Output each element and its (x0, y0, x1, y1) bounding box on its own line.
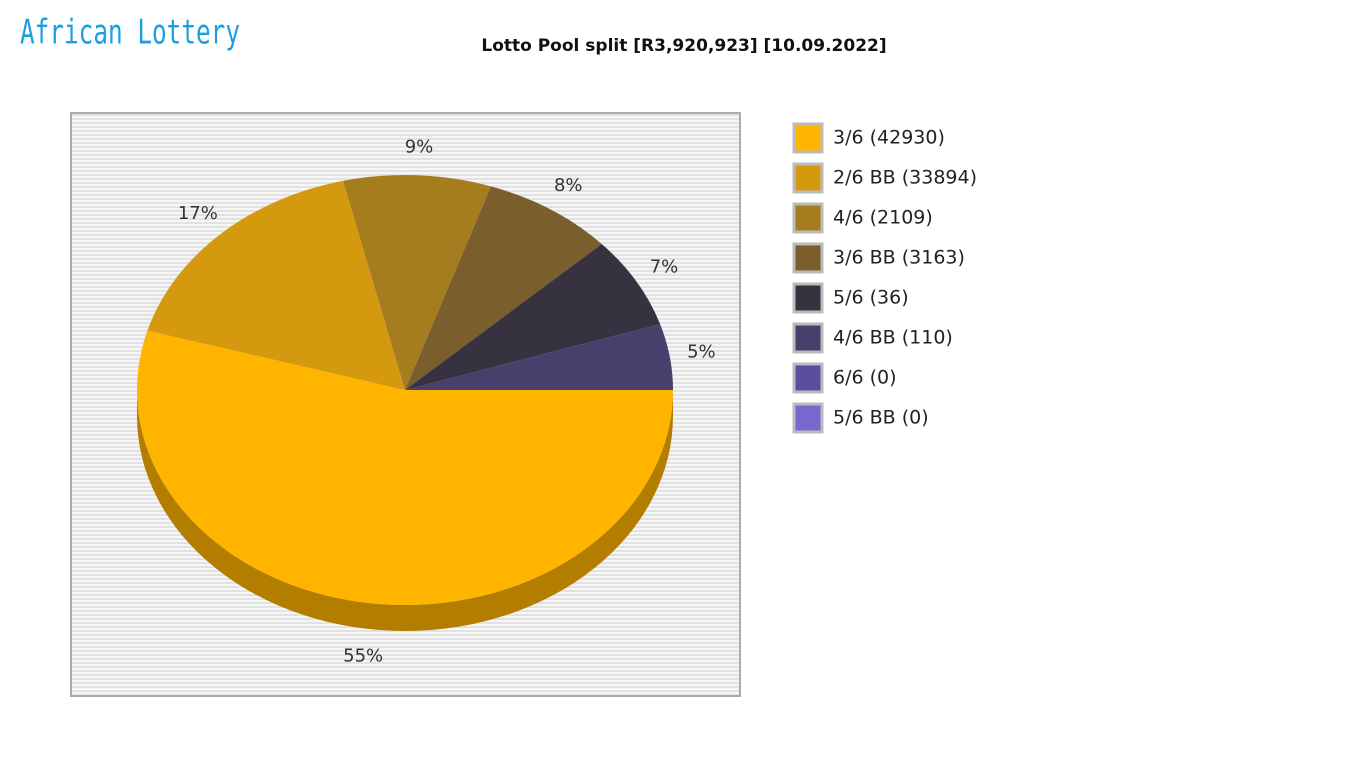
legend-label: 6/6 (0) (833, 367, 897, 389)
slice-label: 55% (343, 646, 383, 667)
legend-label: 4/6 BB (110) (833, 327, 953, 349)
legend-label: 3/6 BB (3163) (833, 247, 965, 269)
slice-label: 5% (687, 341, 716, 362)
slice (147, 180, 405, 390)
slice-label: 9% (405, 136, 434, 157)
legend-swatch (792, 362, 824, 394)
legend-swatch (792, 322, 824, 354)
legend-label: 5/6 (36) (833, 287, 909, 309)
slice-label: 8% (554, 175, 583, 196)
legend-label: 5/6 BB (0) (833, 407, 929, 429)
legend-swatch (792, 282, 824, 314)
legend-swatch (792, 242, 824, 274)
legend-swatch (792, 202, 824, 234)
legend-swatch (792, 122, 824, 154)
logo: African Lottery (20, 13, 240, 53)
slice-label: 17% (178, 203, 218, 224)
slice (137, 330, 674, 605)
slice (405, 324, 673, 390)
slice (405, 243, 661, 390)
legend-label: 3/6 (42930) (833, 127, 945, 149)
slice (343, 175, 491, 390)
legend-label: 4/6 (2109) (833, 207, 933, 229)
chart-title: Lotto Pool split [R3,920,923] [10.09.202… (481, 36, 886, 56)
legend-swatch (792, 402, 824, 434)
slice-label: 7% (650, 256, 679, 277)
legend-swatch (792, 162, 824, 194)
legend-label: 2/6 BB (33894) (833, 167, 977, 189)
slice (405, 186, 602, 390)
